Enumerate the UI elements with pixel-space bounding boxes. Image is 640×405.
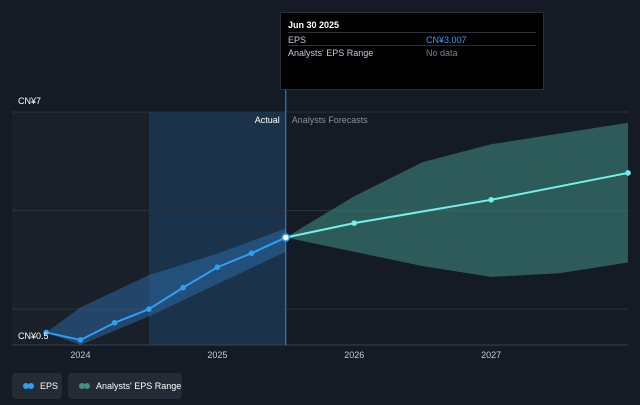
- eps-point-actual: [248, 250, 255, 257]
- eps-range-band-forecast: [285, 122, 628, 277]
- tooltip-range-value: No data: [426, 48, 458, 58]
- y-tick-label-top: CN¥7: [18, 96, 41, 106]
- tooltip-row-eps: EPS CN¥3.007: [288, 32, 536, 46]
- legend-item-range[interactable]: Analysts' EPS Range: [68, 373, 182, 399]
- x-tick-label: 2027: [481, 350, 501, 360]
- region-label-actual: Actual: [255, 115, 280, 125]
- selected-point-marker: [281, 233, 291, 242]
- legend-item-eps[interactable]: EPS: [12, 373, 62, 399]
- eps-point-forecast: [488, 197, 494, 203]
- eps-point-forecast: [351, 220, 358, 226]
- tooltip-row-range: Analysts' EPS Range No data: [288, 45, 536, 59]
- eps-point-actual: [146, 306, 152, 312]
- eps-range-band-actual: [46, 228, 286, 345]
- two-dot-icon: [23, 383, 29, 389]
- region-label-forecast: Analysts Forecasts: [292, 115, 369, 125]
- tooltip-eps-value: CN¥3.007: [426, 35, 467, 45]
- x-tick-label: 2025: [207, 350, 227, 360]
- x-tick-label: 2024: [70, 350, 90, 360]
- y-tick-label-bottom: CN¥0.5: [18, 331, 49, 341]
- two-dot-icon: [84, 383, 90, 389]
- legend-label-eps: EPS: [40, 381, 59, 391]
- eps-point-actual: [77, 337, 84, 343]
- two-dot-icon: [79, 383, 85, 389]
- eps-point-actual: [43, 329, 50, 336]
- tooltip-date: Jun 30 2025: [288, 20, 340, 30]
- x-tick-label: 2026: [344, 350, 364, 360]
- eps-point-actual: [111, 319, 118, 326]
- tooltip-eps-label: EPS: [288, 35, 307, 45]
- two-dot-icon: [28, 383, 34, 389]
- tooltip-range-label: Analysts' EPS Range: [288, 48, 374, 58]
- eps-line-actual: [46, 236, 287, 342]
- tooltip: Jun 30 2025 EPS CN¥3.007 Analysts' EPS R…: [280, 12, 544, 90]
- eps-line-forecast: [285, 171, 629, 239]
- eps-point-actual: [214, 264, 221, 271]
- highlight-region: [148, 112, 286, 345]
- legend-label-range: Analysts' EPS Range: [96, 381, 182, 391]
- eps-point-forecast: [625, 170, 631, 176]
- eps-point-actual: [180, 284, 186, 291]
